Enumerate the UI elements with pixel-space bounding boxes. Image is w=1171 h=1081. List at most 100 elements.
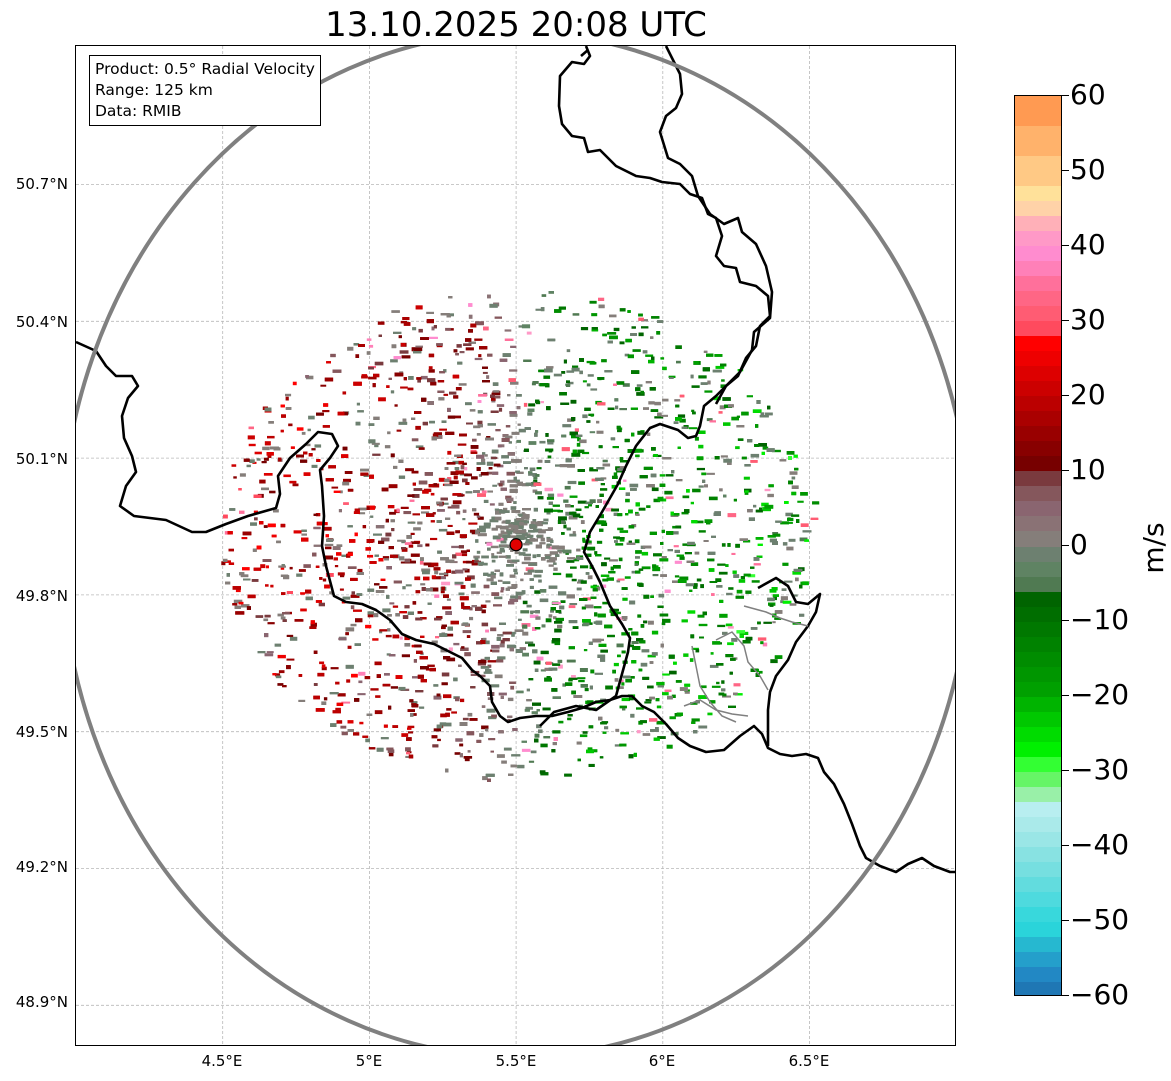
velocity-gate: [403, 511, 412, 515]
velocity-gate: [644, 701, 652, 704]
colorbar-label-50: 50: [1070, 153, 1106, 186]
velocity-gate: [495, 510, 501, 515]
velocity-gate: [321, 666, 327, 671]
radar-site[interactable]: [509, 538, 523, 552]
velocity-gate: [775, 520, 782, 523]
velocity-gate: [561, 371, 566, 374]
radar-map[interactable]: [76, 46, 956, 1046]
velocity-gate: [277, 683, 284, 686]
velocity-gate: [569, 603, 578, 606]
velocity-gate: [543, 518, 549, 522]
map-panel[interactable]: [75, 45, 956, 1046]
velocity-gate: [408, 731, 414, 734]
velocity-gate: [653, 498, 661, 503]
colorbar-segment: [1015, 636, 1061, 653]
velocity-gate: [752, 409, 762, 413]
velocity-gate: [569, 511, 575, 515]
velocity-gate: [592, 588, 598, 592]
colorbar-label-30: 30: [1070, 303, 1106, 336]
velocity-gate: [534, 668, 539, 672]
velocity-gate: [682, 495, 690, 499]
velocity-gate: [755, 424, 759, 428]
velocity-gate: [254, 517, 258, 521]
velocity-gate: [582, 414, 588, 419]
velocity-gate: [579, 668, 588, 672]
velocity-gate: [466, 731, 475, 736]
velocity-gate: [347, 525, 353, 528]
velocity-gate: [514, 551, 521, 555]
velocity-gate: [692, 411, 696, 415]
velocity-gate: [448, 647, 453, 652]
velocity-gate: [612, 669, 616, 674]
colorbar-segment: [1015, 756, 1061, 773]
velocity-gate: [704, 390, 713, 393]
velocity-gate: [478, 474, 482, 477]
velocity-gate: [281, 414, 286, 418]
velocity-gate: [318, 602, 325, 607]
velocity-gate: [234, 605, 241, 609]
velocity-gate: [336, 544, 343, 547]
velocity-gate: [273, 447, 281, 451]
velocity-gate: [586, 383, 591, 387]
velocity-gate: [656, 720, 666, 725]
velocity-gate: [228, 562, 235, 565]
velocity-gate: [471, 476, 478, 480]
velocity-gate: [713, 512, 721, 516]
velocity-gate: [719, 405, 726, 410]
velocity-gate: [547, 442, 554, 445]
velocity-gate: [501, 760, 507, 764]
velocity-gate: [433, 325, 437, 329]
velocity-gate: [730, 657, 736, 661]
velocity-gate: [498, 407, 503, 412]
velocity-gate: [412, 482, 416, 486]
velocity-gate: [602, 601, 609, 605]
velocity-gate: [277, 613, 284, 617]
velocity-gate: [747, 439, 753, 443]
velocity-gate: [476, 550, 481, 554]
colorbar-segment: [1015, 366, 1061, 382]
velocity-gate: [673, 421, 679, 424]
velocity-gate: [545, 529, 552, 531]
velocity-gate: [615, 728, 620, 732]
velocity-gate: [626, 542, 636, 545]
colorbar-tick: [1062, 620, 1069, 621]
velocity-gate: [498, 483, 503, 487]
velocity-gate: [719, 613, 728, 618]
velocity-gate: [455, 738, 463, 742]
velocity-gate: [316, 521, 325, 526]
velocity-gate: [529, 524, 535, 527]
velocity-gate: [516, 471, 524, 474]
velocity-gate: [406, 737, 412, 741]
velocity-gate: [366, 539, 373, 543]
velocity-gate: [544, 368, 553, 373]
velocity-gate: [482, 776, 488, 781]
velocity-gate: [493, 390, 500, 393]
velocity-gate: [289, 566, 293, 570]
velocity-gate: [459, 351, 465, 354]
velocity-gate: [652, 574, 659, 577]
radar-site-marker[interactable]: [509, 538, 523, 552]
velocity-gate: [596, 638, 604, 641]
velocity-gate: [485, 629, 489, 633]
velocity-gate: [764, 488, 771, 492]
velocity-gate: [414, 576, 421, 581]
velocity-gate: [488, 738, 496, 741]
velocity-gate: [788, 521, 793, 524]
velocity-gate: [500, 544, 507, 547]
velocity-gate: [714, 511, 721, 514]
velocity-gate: [422, 421, 428, 426]
velocity-gate: [433, 695, 442, 700]
velocity-gate: [744, 464, 751, 467]
velocity-gate: [721, 688, 726, 692]
velocity-gate: [402, 586, 406, 590]
velocity-gate: [642, 350, 648, 354]
velocity-gate: [350, 577, 358, 581]
colorbar-tick: [1062, 545, 1069, 546]
velocity-gate: [497, 656, 506, 660]
velocity-gate: [339, 588, 344, 591]
velocity-gate: [321, 664, 326, 668]
velocity-gate: [621, 682, 625, 686]
velocity-gate: [422, 570, 430, 575]
velocity-gate: [443, 694, 452, 699]
velocity-gate: [630, 676, 635, 679]
